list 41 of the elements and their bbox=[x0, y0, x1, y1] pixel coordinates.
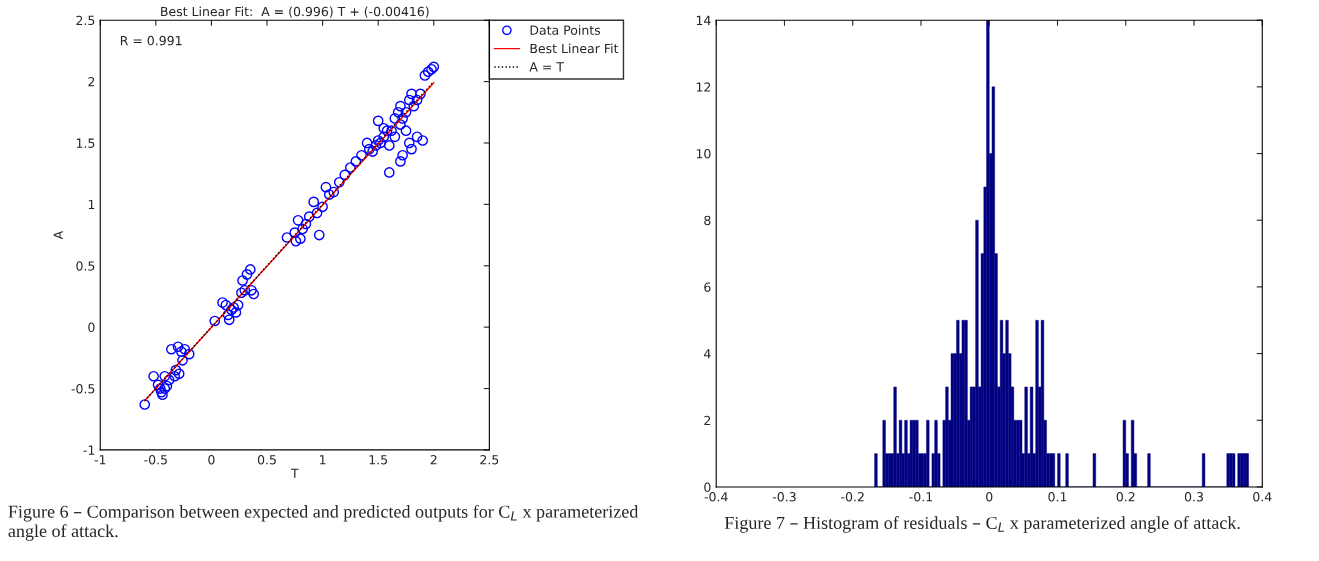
legend-label: A = T bbox=[529, 62, 564, 72]
caption: Figure 7 – Histogram of residuals – C$_{L}$ x parameterized angle of attack. bbox=[724, 516, 1240, 533]
y-tick-label: 2 bbox=[88, 77, 95, 87]
legend-label: Best Linear Fit bbox=[530, 43, 619, 54]
y-tick-label: 10 bbox=[696, 149, 711, 159]
legend-label: Data Points bbox=[530, 25, 601, 35]
chart-title: Best Linear Fit: A = (0.996) T + (-0.00416) bbox=[161, 6, 429, 18]
x-tick-label: 1.5 bbox=[369, 455, 388, 465]
y-tick-label: 4 bbox=[704, 349, 711, 359]
x-tick-label: 0.4 bbox=[1253, 492, 1272, 502]
y-tick-label: 0 bbox=[88, 322, 95, 333]
x-tick-label: 0 bbox=[986, 492, 993, 502]
y-tick-label: 8 bbox=[704, 215, 711, 226]
y-tick-label: -0.5 bbox=[71, 384, 95, 394]
x-tick-label: 1 bbox=[319, 455, 326, 465]
x-tick-label: 2.5 bbox=[480, 455, 499, 465]
y-tick-label: 0 bbox=[704, 482, 711, 492]
y-tick-label: 12 bbox=[696, 82, 711, 92]
x-tick-label: -0.1 bbox=[909, 492, 933, 502]
x-tick-label: 2 bbox=[430, 455, 437, 465]
y-tick-label: 1.5 bbox=[76, 138, 95, 148]
y-tick-label: 2.5 bbox=[76, 15, 95, 26]
x-tick-label: 0.3 bbox=[1184, 492, 1203, 502]
x-tick-label: -0.3 bbox=[772, 492, 796, 502]
x-tick-label: -0.4 bbox=[704, 492, 728, 502]
text: Figure 6 – Comparison between expected and predicted outputs for C$_{L}$ x parameterized angle of attack. bbox=[8, 504, 639, 541]
x-tick-label: 0.2 bbox=[1116, 492, 1135, 502]
x-tick-label: 0 bbox=[208, 455, 215, 465]
y-tick-label: 6 bbox=[704, 282, 711, 292]
y-tick-label: 2 bbox=[704, 415, 711, 426]
x-tick-label: 0.5 bbox=[257, 455, 276, 465]
y-tick-label: 0.5 bbox=[76, 261, 95, 271]
y-tick-label: -1 bbox=[83, 445, 95, 455]
x-tick-label: -0.5 bbox=[144, 455, 167, 465]
annotation: R = 0.991 bbox=[120, 35, 182, 46]
y-tick-label: 14 bbox=[696, 15, 711, 25]
x-axis-title: T bbox=[290, 468, 299, 478]
x-tick-label: -0.2 bbox=[841, 492, 864, 502]
y-tick-label: 1 bbox=[88, 200, 95, 210]
x-tick-label: 0.1 bbox=[1048, 492, 1067, 502]
y-axis-title: A bbox=[53, 230, 63, 240]
